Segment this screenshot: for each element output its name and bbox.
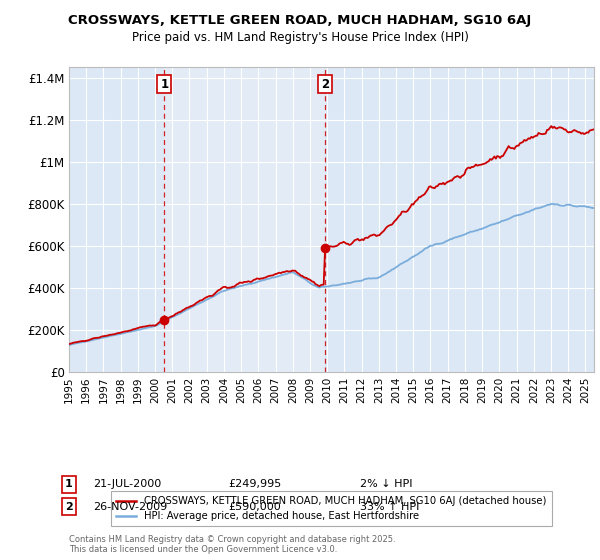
Text: CROSSWAYS, KETTLE GREEN ROAD, MUCH HADHAM, SG10 6AJ: CROSSWAYS, KETTLE GREEN ROAD, MUCH HADHA… — [68, 14, 532, 27]
Text: 1: 1 — [160, 77, 169, 91]
Text: Contains HM Land Registry data © Crown copyright and database right 2025.
This d: Contains HM Land Registry data © Crown c… — [69, 535, 395, 554]
Text: 2% ↓ HPI: 2% ↓ HPI — [360, 479, 413, 489]
Text: 26-NOV-2009: 26-NOV-2009 — [93, 502, 167, 512]
Text: £249,995: £249,995 — [228, 479, 281, 489]
Legend: CROSSWAYS, KETTLE GREEN ROAD, MUCH HADHAM, SG10 6AJ (detached house), HPI: Avera: CROSSWAYS, KETTLE GREEN ROAD, MUCH HADHA… — [112, 491, 551, 526]
Text: 2: 2 — [65, 502, 73, 512]
Text: 33% ↑ HPI: 33% ↑ HPI — [360, 502, 419, 512]
Text: Price paid vs. HM Land Registry's House Price Index (HPI): Price paid vs. HM Land Registry's House … — [131, 31, 469, 44]
Bar — [164, 67, 325, 372]
Text: 2: 2 — [322, 77, 329, 91]
Text: £590,000: £590,000 — [228, 502, 281, 512]
Text: 21-JUL-2000: 21-JUL-2000 — [93, 479, 161, 489]
Text: 1: 1 — [65, 479, 73, 489]
